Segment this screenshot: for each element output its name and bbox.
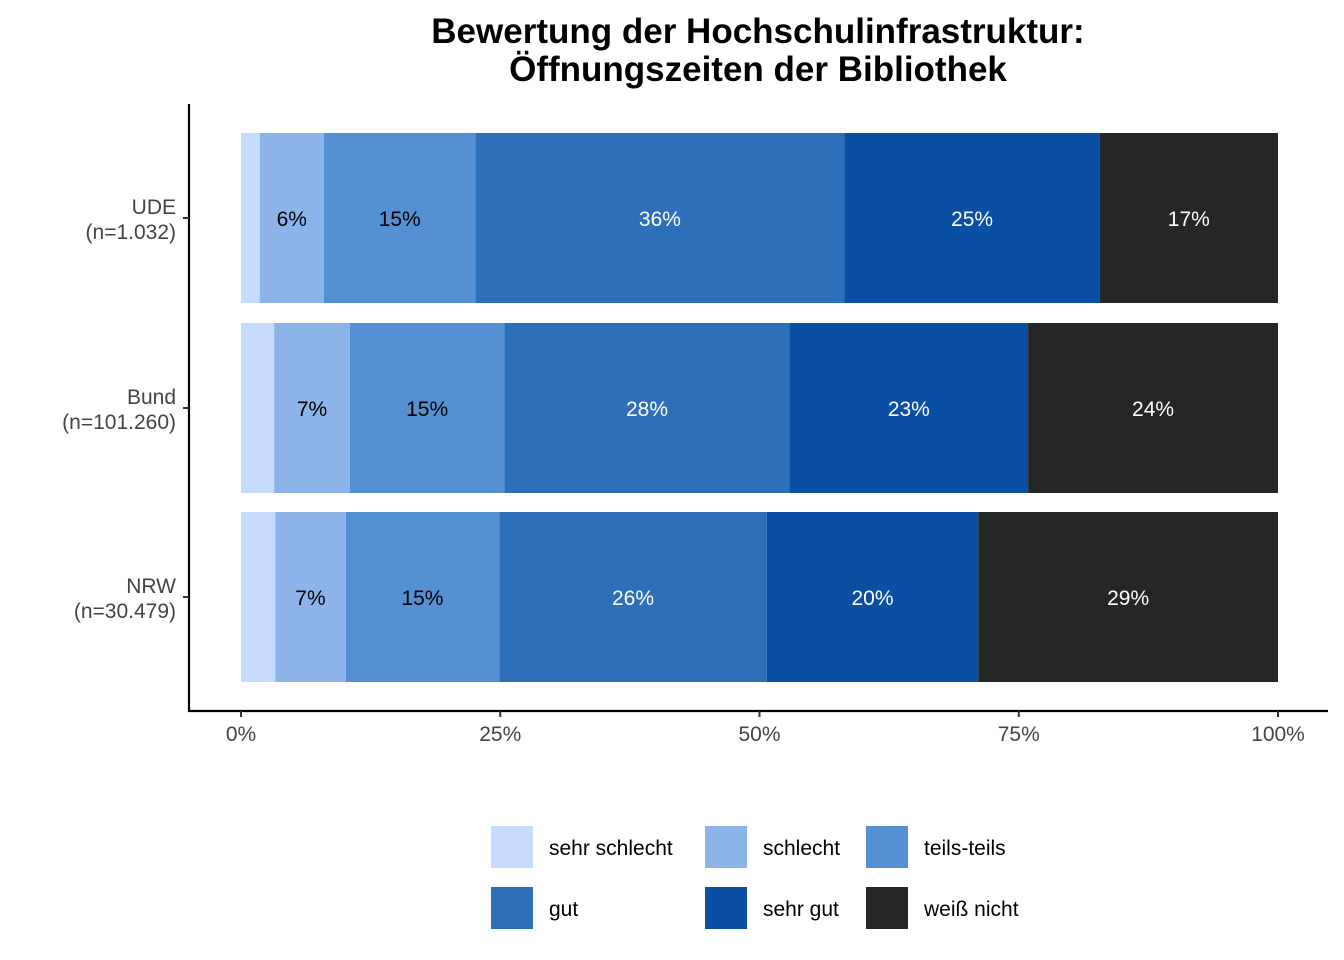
data-label: 17% — [1168, 208, 1210, 231]
legend-swatch — [705, 826, 747, 868]
legend-swatch — [866, 826, 908, 868]
legend-swatch — [866, 887, 908, 929]
legend-item-teils-teils: teils-teils — [866, 826, 1006, 868]
bar-nrw: 7% 15% 26% 20% 29% — [241, 512, 1278, 682]
bar-segment-teils-teils — [323, 133, 476, 303]
chart-title-line-1: Bewertung der Hochschulinfrastruktur: — [431, 12, 1084, 51]
x-tick-label: 75% — [998, 723, 1040, 746]
bar-segment-schlecht — [274, 323, 350, 493]
data-label: 24% — [1132, 398, 1174, 421]
legend-label: gut — [549, 898, 578, 921]
data-label: 28% — [626, 398, 668, 421]
data-label: 25% — [951, 208, 993, 231]
y-tick-label: NRW — [126, 575, 176, 598]
legend-item-gut: gut — [491, 887, 578, 929]
bar-segment-weiß-nicht — [978, 512, 1278, 682]
y-tick-label-n: (n=30.479) — [74, 600, 176, 623]
data-label: 20% — [852, 587, 894, 610]
legend-item-schlecht: schlecht — [705, 826, 840, 868]
legend-item-sehr-schlecht: sehr schlecht — [491, 826, 673, 868]
data-label: 7% — [297, 398, 327, 421]
legend: sehr schlecht schlecht teils-teils gut sehr … — [491, 826, 1019, 929]
data-label: 15% — [379, 208, 421, 231]
data-label: 6% — [277, 208, 307, 231]
x-tick-label: 100% — [1251, 723, 1305, 746]
bar-ude: 6% 15% 36% 25% 17% — [241, 133, 1278, 303]
y-tick-label-n: (n=101.260) — [62, 411, 176, 434]
x-tick-label: 0% — [226, 723, 256, 746]
legend-item-weiß-nicht: weiß nicht — [866, 887, 1019, 929]
bar-segment-weiß-nicht — [1028, 323, 1278, 493]
data-label: 7% — [295, 587, 325, 610]
y-tick-label-n: (n=1.032) — [86, 221, 176, 244]
legend-swatch — [491, 826, 533, 868]
legend-swatch — [705, 887, 747, 929]
bar-segment-sehr-gut — [766, 512, 979, 682]
data-label: 15% — [406, 398, 448, 421]
bar-segment-sehr-gut — [844, 133, 1100, 303]
x-tick-label: 50% — [738, 723, 780, 746]
data-label: 29% — [1107, 587, 1149, 610]
bar-segment-sehr-gut — [789, 323, 1029, 493]
bar-segment-schlecht — [275, 512, 346, 682]
legend-item-sehr-gut: sehr gut — [705, 887, 839, 929]
y-tick-label: Bund — [127, 386, 176, 409]
data-label: 26% — [612, 587, 654, 610]
legend-label: teils-teils — [924, 837, 1006, 860]
bar-segment-sehr-schlecht — [241, 133, 260, 303]
axes-layer: UDE(n=1.032) Bund(n=101.260) NRW(n=30.479)… — [62, 104, 1328, 746]
data-label: 36% — [639, 208, 681, 231]
bar-segment-gut — [504, 323, 790, 493]
legend-label: weiß nicht — [923, 898, 1019, 921]
bar-bund: 7% 15% 28% 23% 24% — [241, 323, 1278, 493]
x-tick-label: 25% — [479, 723, 521, 746]
legend-label: sehr schlecht — [549, 837, 673, 860]
bar-segment-teils-teils — [345, 512, 500, 682]
y-tick-label: UDE — [132, 196, 176, 219]
bar-segment-weiß-nicht — [1099, 133, 1278, 303]
bar-segment-gut — [475, 133, 845, 303]
chart-title-line-2: Öffnungszeiten der Bibliothek — [509, 50, 1007, 89]
bar-segment-teils-teils — [349, 323, 505, 493]
data-label: 23% — [888, 398, 930, 421]
bar-segment-sehr-schlecht — [241, 323, 275, 493]
bar-segment-gut — [499, 512, 767, 682]
bar-segment-schlecht — [259, 133, 324, 303]
legend-label: sehr gut — [763, 898, 839, 921]
legend-label: schlecht — [763, 837, 840, 860]
bars-layer: 6% 15% 36% 25% 17% 7% 15% 28% 23% 24% 7% 15% 26% 20% 2… — [241, 133, 1278, 682]
legend-swatch — [491, 887, 533, 929]
bar-segment-sehr-schlecht — [241, 512, 276, 682]
data-label: 15% — [401, 587, 443, 610]
